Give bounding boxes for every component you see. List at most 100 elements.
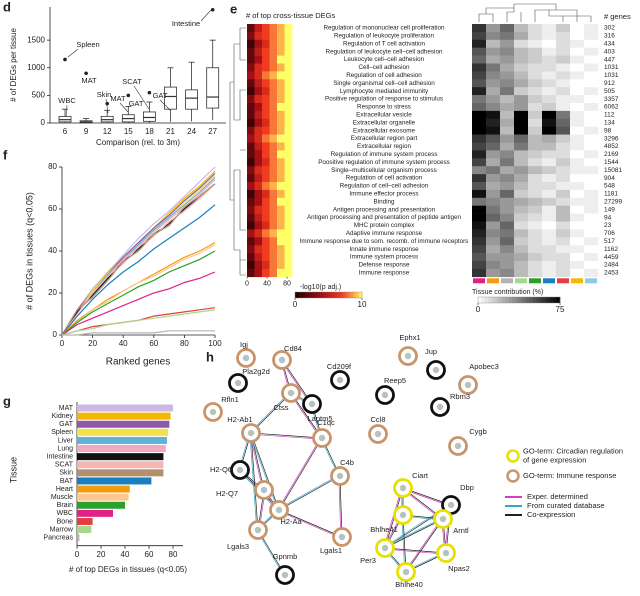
pval-cell	[262, 79, 270, 88]
pval-cell	[277, 87, 285, 96]
annotation-leader	[105, 98, 109, 114]
contribution-cell	[500, 253, 515, 262]
pval-cell	[262, 158, 270, 167]
pval-cell	[254, 221, 263, 230]
contribution-cell	[556, 182, 571, 191]
pval-cell	[277, 79, 285, 88]
pval-cell	[262, 261, 270, 270]
contribution-cell	[514, 31, 529, 41]
contribution-cell	[570, 31, 585, 41]
contribution-cell	[570, 182, 585, 191]
pval-cell	[254, 245, 263, 254]
y-tick-label: 0	[53, 330, 58, 339]
contribution-cell	[528, 71, 543, 80]
pval-cell	[269, 268, 278, 278]
series-line	[62, 330, 215, 336]
contribution-cell	[542, 87, 557, 96]
node-core	[436, 403, 444, 411]
node-label: C4b	[340, 458, 354, 467]
contribution-cell	[570, 205, 585, 214]
contribution-cell	[584, 39, 599, 48]
pval-cell	[262, 39, 270, 48]
contribution-cell	[584, 103, 599, 112]
pval-cell	[262, 213, 270, 222]
contribution-cell	[472, 205, 487, 214]
contribution-cell	[570, 118, 585, 127]
colorbar-step	[350, 292, 354, 298]
contribution-cell	[542, 103, 557, 112]
colorbar-step	[359, 292, 363, 298]
pval-cell	[254, 63, 263, 72]
pval-cell	[284, 150, 293, 159]
bar	[77, 420, 170, 428]
pval-cell	[277, 63, 285, 72]
node-core	[442, 549, 450, 557]
box	[142, 111, 156, 122]
contribution-cell	[514, 71, 529, 80]
gene-count: 15081	[604, 167, 622, 174]
contribution-cell	[472, 229, 487, 238]
contribution-cell	[486, 63, 501, 72]
x-tick-label: 6	[63, 127, 68, 136]
edge	[249, 433, 279, 511]
node-core	[209, 408, 217, 416]
pval-cell	[247, 205, 255, 214]
contribution-cell	[500, 197, 515, 206]
node-core	[234, 379, 242, 387]
gene-count: 94	[604, 214, 612, 221]
legend-label: Exper. determined	[527, 492, 588, 501]
x-tick-label: 27	[208, 127, 217, 136]
contribution-cell	[584, 205, 599, 214]
contribution-cell	[528, 221, 543, 230]
edge	[384, 517, 443, 548]
colorbar-step	[539, 297, 544, 303]
pval-cell	[284, 63, 293, 72]
contribution-cell	[528, 142, 543, 151]
contribution-cell	[570, 47, 585, 56]
colorbar-step	[336, 292, 340, 298]
term-label: Lymphocyte mediated immunity	[340, 88, 429, 95]
gene-count: 912	[604, 80, 615, 87]
gene-count: 2484	[604, 262, 619, 269]
contribution-cell	[472, 150, 487, 159]
contribution-cell	[570, 197, 585, 206]
contribution-cell	[570, 229, 585, 238]
pval-cell	[269, 213, 278, 222]
contribution-cell	[514, 79, 529, 88]
pval-cell	[284, 55, 293, 64]
y-tick-label: Heart	[56, 486, 73, 493]
bar	[77, 526, 92, 534]
annotation-leader	[159, 99, 171, 111]
contribution-cell	[486, 253, 501, 262]
pval-cell	[269, 126, 278, 135]
contribution-cell	[542, 63, 557, 72]
pval-cell	[247, 63, 255, 72]
contribution-cell	[584, 126, 599, 135]
contribution-cell	[472, 142, 487, 151]
tissue-swatch	[473, 278, 485, 284]
pval-cell	[254, 142, 263, 151]
contribution-cell	[486, 142, 501, 151]
pval-cell	[247, 24, 255, 33]
annotation: GAT	[153, 91, 168, 100]
contribution-cell	[500, 237, 515, 246]
edge	[339, 475, 343, 538]
node-label: Laptm5	[307, 414, 332, 423]
pval-cell	[269, 261, 278, 270]
term-label: Leukocyte cell–cell adhesion	[344, 56, 425, 63]
contribution-cell	[528, 268, 543, 278]
colorbar-step	[322, 292, 327, 298]
node-core	[381, 391, 389, 399]
contribution-cell	[486, 221, 501, 230]
y-tick-label: 80	[48, 162, 57, 171]
gene-count: 403	[604, 48, 615, 55]
series-line	[61, 183, 216, 336]
node-label: Pla2g2d	[242, 367, 270, 376]
y-axis-label: # of DEGs per tissue	[9, 28, 18, 102]
pval-cell	[277, 118, 285, 127]
pval-cell	[247, 95, 255, 104]
node-label: Jup	[425, 347, 437, 356]
contribution-cell	[542, 118, 557, 127]
tissue-swatch	[487, 278, 499, 284]
